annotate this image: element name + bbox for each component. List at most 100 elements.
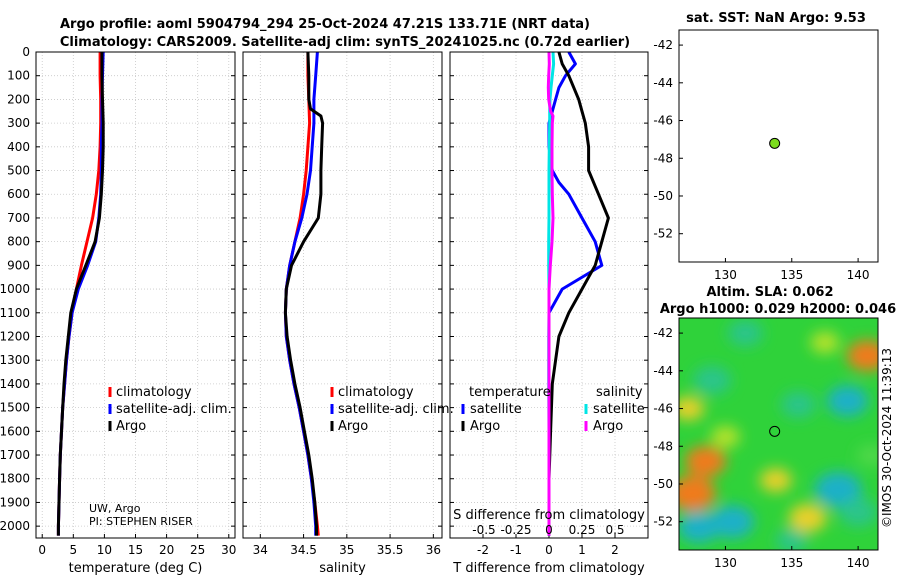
sla-anomaly [814, 472, 862, 508]
sla-anomaly [856, 444, 878, 467]
sst-map-panel: 130 135 140 -42 -44 -46 -48 -50 -52 sat. SST: NaN… [653, 11, 879, 282]
series-argo [56, 52, 105, 536]
legend-label: climatology [116, 385, 192, 400]
ytick-label: 700 [7, 211, 30, 225]
series-argo [283, 51, 325, 536]
legend-label: satellite-adj. clim. [338, 402, 454, 417]
series-t-argo [547, 51, 610, 536]
ytick-label: 1900 [0, 495, 30, 509]
xtick-label: 2 [611, 543, 619, 557]
sla-anomaly [685, 445, 727, 477]
legend-label: Argo [116, 419, 146, 434]
sla-anomaly [775, 528, 808, 550]
sla-anomaly [846, 340, 878, 372]
xtick-label: 20 [159, 543, 174, 557]
salinity-panel: 34 34.5 35 35.5 36 salinity climatology satelli… [242, 51, 454, 576]
legend-label: Argo [593, 419, 623, 434]
xtick-label: 135 [780, 268, 803, 282]
legend-title-temperature: temperature [469, 385, 551, 400]
plot-frame [449, 51, 649, 539]
credit-line2: PI: STEPHEN RISER [89, 515, 193, 528]
series-satellite-adj-clim- [56, 51, 105, 536]
ytick-label: 1400 [0, 377, 30, 391]
float-position-marker [769, 137, 781, 149]
xtick-label: 30 [221, 543, 236, 557]
difference-panel: -2 -1 0 1 2 T difference from climatology S di… [449, 51, 649, 576]
ytick-label: -44 [653, 364, 673, 378]
ytick-label: 600 [7, 187, 30, 201]
sla-anomaly [710, 505, 755, 539]
xtick-label: -1 [510, 543, 522, 557]
xtick-label: 140 [847, 268, 870, 282]
ytick-label: -46 [653, 402, 673, 416]
legend-label: satellite [593, 402, 645, 417]
ytick-label: 1200 [0, 329, 30, 343]
ytick-label: -46 [653, 114, 673, 128]
sla-anomalies [679, 319, 878, 550]
xtick-label: 5 [69, 543, 77, 557]
ytick-label: 800 [7, 235, 30, 249]
ytick-label: -48 [653, 151, 673, 165]
xtick-label: 140 [847, 556, 870, 570]
series-satellite-adj-clim- [283, 51, 319, 536]
xtick-label: 15 [128, 543, 143, 557]
xtick-label: 25 [190, 543, 205, 557]
ytick-label: -50 [653, 477, 673, 491]
legend-label: climatology [338, 385, 414, 400]
ytick-label: -52 [653, 227, 673, 241]
ytick-label: 900 [7, 258, 30, 272]
sla-anomaly [727, 319, 763, 347]
series-climatology [56, 52, 103, 536]
xtick-label: 0 [545, 543, 553, 557]
sst-title: sat. SST: NaN Argo: 9.53 [686, 11, 866, 26]
sla-anomaly [679, 475, 716, 512]
xtick-label: 130 [714, 268, 737, 282]
plot-frame [35, 51, 236, 539]
ytick-label: -52 [653, 515, 673, 529]
xtick-label: 1 [578, 543, 586, 557]
ytick-label: 1300 [0, 353, 30, 367]
sla-title-line1: Altim. SLA: 0.062 [707, 285, 834, 300]
ytick-label: 0 [22, 45, 30, 59]
ytick-label: 2000 [0, 519, 30, 533]
float-position-marker [769, 425, 781, 437]
ytick-label: -48 [653, 439, 673, 453]
ytick-label: 400 [7, 140, 30, 154]
sla-anomaly [839, 498, 878, 527]
ytick-label: 200 [7, 92, 30, 106]
ytick-label: -42 [653, 326, 673, 340]
xtick-label: 34 [253, 543, 268, 557]
x-axis-label: salinity [319, 561, 366, 576]
series-s-argo [546, 51, 555, 536]
ytick-label: 300 [7, 116, 30, 130]
xtick-label: 130 [714, 556, 737, 570]
x2tick-label: -0.25 [500, 523, 531, 537]
ytick-label: 1000 [0, 282, 30, 296]
sla-anomaly [759, 468, 792, 493]
xtick-label: 35.5 [377, 543, 404, 557]
xtick-label: 36 [426, 543, 441, 557]
xtick-label: -2 [477, 543, 489, 557]
ytick-label: 1100 [0, 306, 30, 320]
ytick-label: 1700 [0, 448, 30, 462]
timestamp-watermark: ©IMOS 30-Oct-2024 11:39:13 [880, 348, 894, 528]
legend-label: satellite [470, 402, 522, 417]
map-frame [678, 317, 879, 551]
sla-anomaly [679, 396, 705, 421]
sla-anomaly [826, 385, 868, 417]
x2tick-label: 0 [545, 523, 553, 537]
x2tick-label: 0.5 [605, 523, 624, 537]
sla-anomaly [693, 365, 732, 395]
sla-anomaly [780, 391, 816, 418]
legend-label: Argo [470, 419, 500, 434]
sla-anomaly [810, 331, 840, 354]
ytick-label: 100 [7, 69, 30, 83]
map-frame [678, 29, 879, 263]
ytick-label: -50 [653, 189, 673, 203]
sla-anomaly [710, 425, 740, 448]
xtick-label: 35 [339, 543, 354, 557]
ytick-label: -42 [653, 38, 673, 52]
ytick-label: 1600 [0, 424, 30, 438]
xtick-label: 0 [38, 543, 46, 557]
